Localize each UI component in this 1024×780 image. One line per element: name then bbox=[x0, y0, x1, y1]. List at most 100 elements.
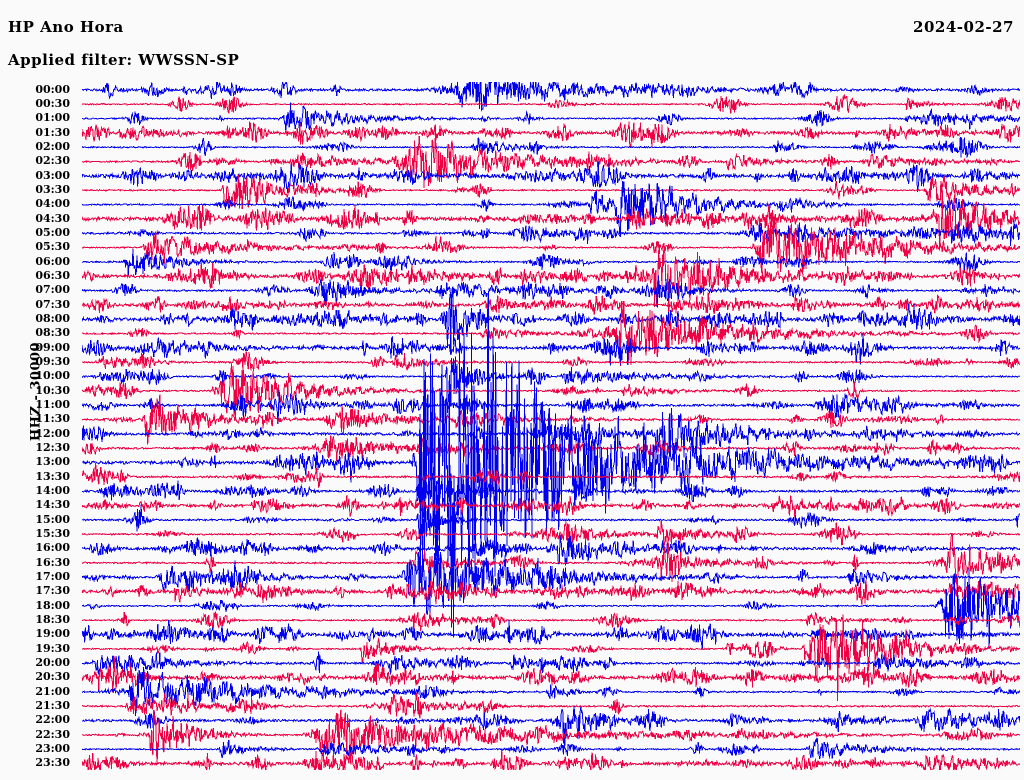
time-label: 06:00 bbox=[35, 254, 70, 268]
trace-line bbox=[82, 655, 1020, 694]
trace-line bbox=[82, 82, 1020, 112]
trace-line bbox=[82, 188, 1020, 251]
time-label: 10:00 bbox=[35, 369, 70, 383]
time-label: 05:00 bbox=[35, 226, 70, 239]
time-label: 17:30 bbox=[35, 584, 70, 598]
trace-line bbox=[82, 216, 1020, 274]
trace-line bbox=[82, 750, 1020, 770]
time-label: 14:00 bbox=[35, 484, 70, 497]
time-label: 00:30 bbox=[35, 97, 70, 110]
time-label: 19:30 bbox=[35, 641, 70, 655]
time-label: 20:00 bbox=[35, 656, 70, 669]
time-label: 23:30 bbox=[35, 756, 70, 770]
trace-line bbox=[82, 501, 1020, 540]
time-label: 08:00 bbox=[35, 312, 70, 325]
helicorder-plot bbox=[82, 82, 1020, 770]
time-label: 10:30 bbox=[35, 383, 70, 397]
trace-line bbox=[82, 651, 1020, 675]
trace-line bbox=[82, 94, 1020, 114]
time-label: 11:30 bbox=[35, 412, 70, 426]
seismogram-traces bbox=[82, 82, 1020, 770]
trace-line bbox=[82, 364, 1020, 419]
time-label: 05:30 bbox=[35, 240, 70, 254]
trace-line bbox=[82, 532, 1020, 590]
time-label: 08:30 bbox=[35, 326, 70, 340]
trace-line bbox=[82, 275, 1020, 308]
trace-line bbox=[82, 568, 1020, 649]
time-label: 02:00 bbox=[35, 140, 70, 153]
time-label: 22:30 bbox=[35, 727, 70, 741]
time-label: 01:00 bbox=[35, 111, 70, 125]
trace-line bbox=[82, 286, 1020, 355]
trace-line bbox=[82, 121, 1020, 148]
trace-line bbox=[82, 531, 1020, 566]
trace-line bbox=[82, 693, 1020, 719]
trace-line bbox=[82, 293, 1020, 638]
time-label: 22:00 bbox=[35, 713, 70, 727]
trace-line bbox=[82, 462, 1020, 489]
time-label: 11:00 bbox=[35, 398, 70, 411]
time-label: 13:00 bbox=[35, 455, 70, 469]
time-label: 18:00 bbox=[35, 598, 70, 612]
time-label: 20:30 bbox=[35, 670, 70, 684]
trace-line bbox=[82, 407, 1020, 464]
time-label: 15:30 bbox=[35, 527, 70, 540]
time-label: 06:30 bbox=[35, 269, 70, 282]
trace-line bbox=[82, 520, 1020, 547]
trace-line bbox=[82, 545, 1020, 616]
trace-line bbox=[82, 580, 1020, 605]
trace-line bbox=[82, 356, 1020, 414]
time-axis: 00:00 00:30 01:00 01:30 02:00 02:30 03:00 03:30… bbox=[0, 82, 78, 770]
time-label: 14:30 bbox=[35, 498, 70, 512]
time-label: 07:30 bbox=[35, 297, 70, 311]
time-label: 12:30 bbox=[35, 441, 70, 454]
trace-line bbox=[82, 134, 1020, 188]
trace-line bbox=[82, 394, 1020, 445]
time-label: 18:30 bbox=[35, 613, 70, 626]
trace-line bbox=[82, 351, 1020, 371]
time-label: 00:00 bbox=[35, 82, 70, 96]
time-label: 04:30 bbox=[35, 211, 70, 225]
time-label: 21:30 bbox=[35, 699, 70, 712]
time-label: 09:00 bbox=[35, 340, 70, 354]
time-label: 23:00 bbox=[35, 742, 70, 755]
trace-line bbox=[82, 737, 1020, 760]
trace-line bbox=[82, 102, 1020, 131]
trace-line bbox=[82, 243, 1020, 315]
time-label: 02:30 bbox=[35, 154, 70, 168]
trace-line bbox=[82, 619, 1020, 651]
trace-line bbox=[82, 709, 1020, 765]
time-label: 01:30 bbox=[35, 125, 70, 139]
trace-line bbox=[82, 248, 1020, 277]
trace-line bbox=[82, 300, 1020, 366]
time-label: 09:30 bbox=[35, 355, 70, 368]
trace-line bbox=[82, 469, 1020, 518]
time-label: 16:30 bbox=[35, 555, 70, 569]
trace-line bbox=[82, 611, 1020, 635]
trace-line bbox=[82, 136, 1020, 159]
trace-line bbox=[82, 389, 1020, 424]
time-label: 13:30 bbox=[35, 469, 70, 483]
time-label: 12:00 bbox=[35, 426, 70, 440]
time-label: 03:30 bbox=[35, 183, 70, 196]
date-label: 2024-02-27 bbox=[913, 18, 1014, 36]
trace-line bbox=[82, 705, 1020, 747]
trace-line bbox=[82, 333, 1020, 366]
trace-line bbox=[82, 180, 1020, 235]
time-label: 16:00 bbox=[35, 541, 70, 555]
time-label: 15:00 bbox=[35, 512, 70, 526]
trace-line bbox=[82, 174, 1020, 210]
time-label: 19:00 bbox=[35, 627, 70, 641]
time-label: 07:00 bbox=[35, 283, 70, 297]
applied-filter-label: Applied filter: WWSSN-SP bbox=[8, 51, 240, 69]
time-label: 17:00 bbox=[35, 570, 70, 583]
time-label: 04:00 bbox=[35, 197, 70, 211]
trace-line bbox=[82, 666, 1020, 716]
page-title: HP Ano Hora bbox=[8, 18, 124, 36]
trace-line bbox=[82, 614, 1020, 701]
trace-line bbox=[82, 495, 1020, 518]
trace-line bbox=[82, 292, 1020, 315]
trace-line bbox=[82, 220, 1020, 246]
time-label: 21:00 bbox=[35, 684, 70, 698]
